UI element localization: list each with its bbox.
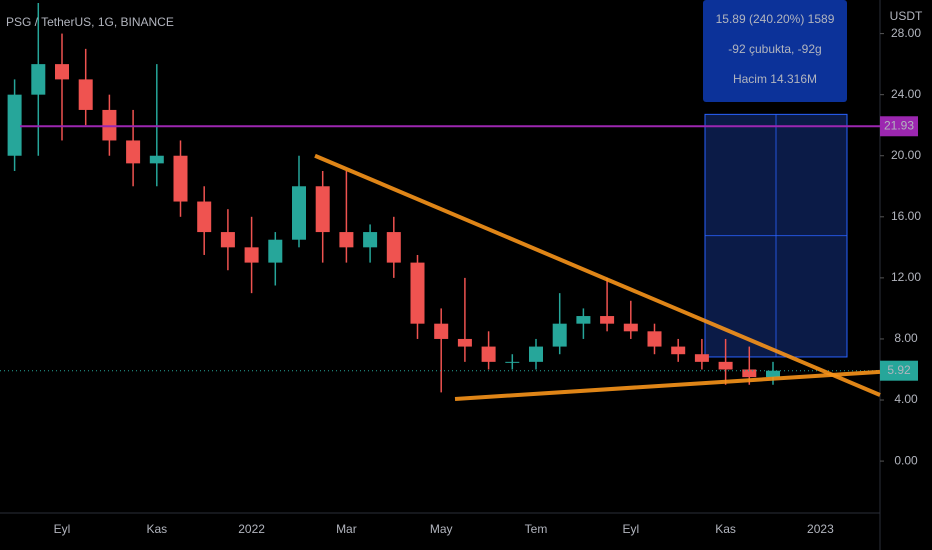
candle-body	[173, 155, 188, 202]
candle-body	[78, 79, 93, 110]
measure-text: Hacim 14.316M	[733, 72, 817, 86]
candle-body	[434, 323, 449, 339]
measure-tooltip	[703, 0, 847, 102]
candle-body	[386, 232, 401, 263]
measure-text: -92 çubukta, -92g	[728, 42, 821, 56]
x-tick-label: Eyl	[622, 522, 639, 536]
candle-body	[292, 186, 306, 240]
y-tick-label: 0.00	[894, 453, 918, 467]
y-tick-label: 20.00	[891, 148, 921, 162]
candle-body	[529, 346, 543, 362]
candle-body	[102, 109, 117, 141]
candles	[7, 3, 780, 393]
candle-body	[623, 323, 638, 332]
candle-body	[647, 331, 662, 347]
candle-body	[31, 64, 46, 95]
candle-body	[457, 338, 472, 347]
candle-body	[339, 232, 354, 248]
y-tick-label: 24.00	[891, 87, 921, 101]
x-tick-label: Kas	[715, 522, 736, 536]
trendline	[314, 153, 881, 397]
x-tick-label: May	[430, 522, 453, 536]
price-label: 21.93	[884, 118, 914, 132]
y-tick-label: 28.00	[891, 26, 921, 40]
candle-body	[126, 140, 141, 164]
x-tick-label: Tem	[525, 522, 548, 536]
candle-body	[244, 247, 259, 263]
candle-body	[576, 316, 591, 324]
candle-body	[410, 262, 425, 324]
y-unit: USDT	[890, 9, 923, 23]
y-tick-label: 12.00	[891, 270, 921, 284]
candle-body	[742, 369, 757, 378]
trendline	[454, 369, 881, 401]
candle-body	[315, 186, 330, 233]
candle-body	[268, 239, 283, 263]
candle-body	[600, 316, 615, 324]
candle-body	[220, 232, 235, 248]
candle-body	[55, 64, 69, 80]
y-tick-label: 4.00	[894, 392, 918, 406]
candle-body	[552, 323, 567, 347]
y-tick-label: 16.00	[891, 209, 921, 223]
price-label-box	[880, 360, 918, 381]
price-label-box	[880, 116, 918, 137]
candle-body	[766, 370, 780, 378]
candle-body	[363, 232, 378, 248]
candle-body	[481, 346, 496, 362]
x-tick-label: Eyl	[54, 522, 71, 536]
x-tick-label: 2022	[238, 522, 265, 536]
chart-title: PSG / TetherUS, 1G, BINANCE	[6, 15, 174, 29]
price-label: 5.92	[887, 363, 911, 377]
candle-body	[694, 354, 709, 362]
candle-body	[197, 201, 212, 233]
candle-body	[7, 94, 22, 156]
candle-body	[149, 155, 164, 164]
measure-text: 15.89 (240.20%) 1589	[716, 12, 835, 26]
candle-body	[671, 346, 686, 355]
x-tick-label: Kas	[146, 522, 167, 536]
candle-body	[505, 361, 520, 363]
candle-body	[718, 361, 733, 370]
x-tick-label: Mar	[336, 522, 357, 536]
y-tick-label: 8.00	[894, 331, 918, 345]
x-tick-label: 2023	[807, 522, 834, 536]
